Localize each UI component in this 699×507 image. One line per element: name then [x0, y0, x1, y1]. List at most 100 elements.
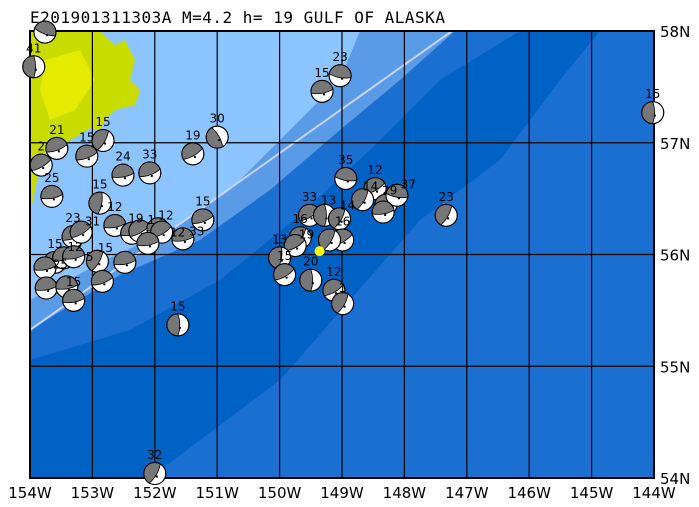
focal-mechanism-beachball[interactable] — [280, 231, 307, 258]
p-axis-dot — [330, 241, 333, 244]
lon-tick-label: 149W — [320, 484, 364, 502]
lon-tick-label: 151W — [195, 484, 239, 502]
focal-mechanism-beachball[interactable] — [73, 142, 99, 168]
focal-mechanism-beachball[interactable] — [43, 134, 69, 160]
p-axis-dot — [34, 68, 37, 71]
focal-mechanism-beachball[interactable] — [170, 226, 195, 251]
focal-mechanism-beachball[interactable] — [641, 101, 665, 125]
graticule — [30, 31, 654, 478]
depth-label: 33 — [189, 224, 204, 238]
focal-mechanism-beachball[interactable] — [22, 55, 46, 79]
focal-mechanism-beachball[interactable] — [270, 260, 297, 287]
focal-mechanism-beachball[interactable] — [202, 125, 229, 152]
p-axis-dot — [325, 217, 328, 220]
p-axis-dot — [45, 34, 48, 37]
depth-label: 1 — [147, 213, 155, 227]
depth-label: 23 — [332, 50, 347, 64]
p-axis-dot — [162, 234, 165, 237]
p-axis-dot — [103, 283, 106, 286]
event-epicenter-marker[interactable] — [314, 246, 325, 257]
focal-mechanism-beachball[interactable] — [299, 268, 323, 292]
depth-label: 33 — [302, 190, 317, 204]
focal-mechanism-beachball[interactable] — [61, 288, 86, 312]
depth-label: 15 — [195, 194, 210, 208]
focal-mechanism-beachball[interactable] — [140, 459, 167, 486]
depth-label: 2 — [37, 140, 45, 154]
p-axis-dot — [45, 269, 48, 272]
p-axis-dot — [203, 221, 206, 224]
focal-mechanism-beachball[interactable] — [102, 213, 127, 237]
depth-label: 19 — [128, 211, 143, 225]
focal-mechanism-beachball[interactable] — [32, 255, 57, 280]
beachball-compression — [22, 55, 37, 79]
depth-label: 15 — [47, 237, 62, 251]
lon-tick-label: 153W — [71, 484, 115, 502]
depth-label: 12 — [326, 265, 341, 279]
depth-label: 15 — [95, 115, 110, 129]
p-axis-dot — [285, 276, 288, 279]
p-axis-dot — [123, 177, 126, 180]
p-axis-dot — [397, 197, 400, 200]
lat-tick-label: 58N — [660, 23, 690, 41]
map-title: E201901311303A M=4.2 h= 19 GULF OF ALASK… — [30, 8, 446, 27]
focal-mechanism-beachball[interactable] — [348, 185, 375, 212]
depth-label: 13 — [272, 232, 287, 246]
focal-mechanism-beachball[interactable] — [166, 313, 190, 337]
focal-mechanism-beachball[interactable] — [112, 250, 137, 274]
focal-mechanism-beachball[interactable] — [189, 206, 215, 232]
focal-mechanism-beachball[interactable] — [87, 190, 112, 215]
focal-mechanism-beachball[interactable] — [178, 139, 205, 166]
depth-label: 12 — [367, 163, 382, 177]
focal-mechanism-beachball[interactable] — [61, 244, 86, 269]
depth-label: 14 — [363, 179, 378, 193]
depth-label: 15 — [98, 241, 113, 255]
lat-tick-label: 55N — [660, 358, 690, 376]
focal-mechanism-beachball[interactable] — [82, 246, 109, 273]
focal-mechanism-beachball[interactable] — [309, 79, 334, 103]
focal-mechanism-beachball[interactable] — [88, 125, 115, 153]
focal-mechanism-beachball[interactable] — [314, 225, 342, 252]
p-axis-dot — [100, 205, 103, 208]
p-axis-dot — [57, 150, 60, 153]
focal-mechanism-beachball[interactable] — [110, 162, 135, 187]
p-axis-dot — [323, 93, 326, 96]
lon-tick-label: 146W — [507, 484, 551, 502]
focal-mechanism-beachball[interactable] — [88, 267, 114, 293]
depth-label: 25 — [53, 257, 68, 271]
focal-mechanism-beachball[interactable] — [136, 159, 162, 185]
depth-label: 15 — [92, 178, 107, 192]
focal-mechanism-beachball[interactable] — [33, 275, 58, 300]
depth-label: 35 — [338, 153, 353, 167]
depth-label: 33 — [142, 147, 157, 161]
lon-tick-label: 150W — [258, 484, 302, 502]
p-axis-dot — [376, 190, 379, 193]
depth-label: 12 — [170, 226, 185, 240]
focal-mechanism-beachball[interactable] — [39, 184, 64, 208]
p-axis-dot — [82, 234, 85, 237]
depth-label: 32 — [147, 448, 162, 462]
depth-label: 15 — [277, 249, 292, 263]
highland — [40, 50, 95, 120]
focal-mechanism-beachball[interactable] — [328, 63, 353, 88]
depth-label: 12 — [158, 208, 173, 222]
p-axis-dot — [280, 259, 283, 262]
p-axis-dot — [653, 114, 656, 117]
depth-label: 15 — [645, 87, 660, 101]
p-axis-dot — [47, 290, 50, 293]
focal-mechanism-beachball[interactable] — [328, 289, 355, 316]
focal-mechanism-beachball[interactable] — [385, 183, 410, 207]
depth-label: 12 — [67, 240, 82, 254]
p-axis-dot — [296, 247, 299, 250]
focal-mechanism-beachball[interactable] — [33, 18, 59, 44]
focal-mechanism-beachball[interactable] — [135, 231, 160, 255]
focal-mechanism-beachball[interactable] — [334, 166, 359, 191]
focal-mechanism-beachball[interactable] — [26, 150, 53, 177]
depth-label: 14 — [340, 198, 355, 212]
focal-mechanism-beachball[interactable] — [370, 199, 395, 224]
p-axis-dot — [310, 217, 313, 220]
lon-tick-label: 147W — [445, 484, 489, 502]
focal-mechanism-beachball[interactable] — [66, 217, 93, 244]
focal-mechanism-beachball[interactable] — [431, 200, 458, 227]
